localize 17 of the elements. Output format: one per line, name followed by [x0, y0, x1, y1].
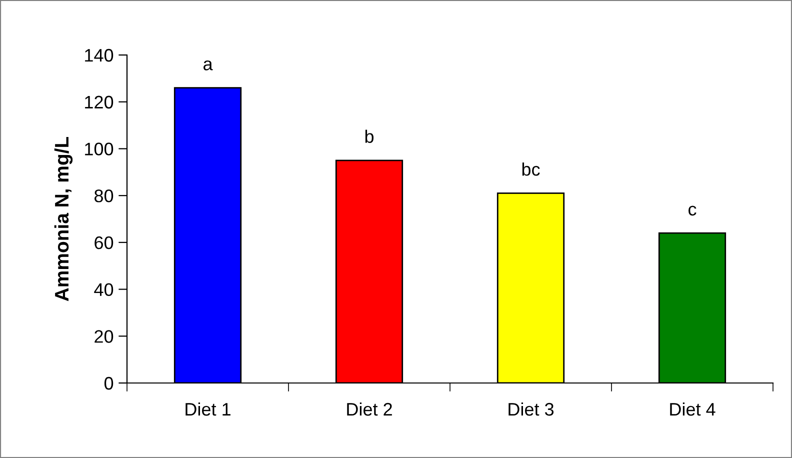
annotation: b — [365, 130, 374, 143]
annotation: a — [203, 60, 213, 70]
x-tick-label: Diet 2 — [347, 402, 392, 416]
x-tick-label: Diet 1 — [186, 402, 230, 416]
annotation: bc — [522, 162, 540, 176]
x-tick-label: Diet 3 — [508, 402, 554, 416]
y-tick-label: 0 — [104, 376, 114, 390]
y-tick-label: 120 — [85, 96, 114, 109]
y-tick-label: 140 — [85, 48, 114, 62]
y-tick-label: 100 — [85, 142, 114, 156]
y-tick-label: 80 — [94, 190, 114, 202]
annotation: c — [688, 206, 696, 216]
y-tick-label: 60 — [94, 236, 114, 250]
x-tick-label: Diet 4 — [670, 402, 716, 416]
y-axis-title: Ammonia N, mg/L — [54, 136, 73, 302]
y-tick-label: 40 — [94, 283, 114, 296]
y-tick-label: 20 — [94, 330, 114, 343]
